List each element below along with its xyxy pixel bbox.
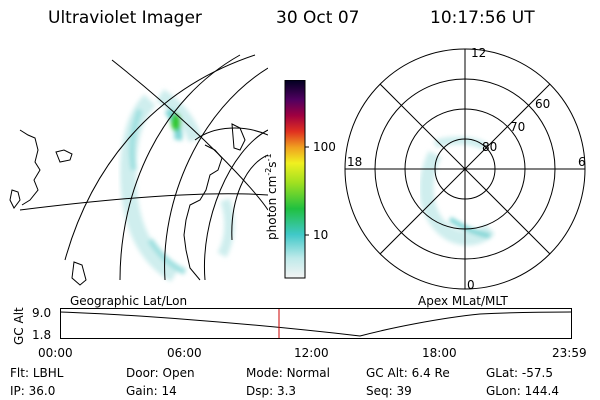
- timeline-ytick-top: 9.0: [32, 306, 52, 320]
- colorbar-tick-10: 10: [313, 228, 329, 242]
- app-title: Ultraviolet Imager: [48, 8, 202, 28]
- time-label: 10:17:56 UT: [430, 8, 535, 28]
- aurora-oval-geographic: [120, 89, 235, 282]
- timeline-xtick-1800: 18:00: [422, 346, 457, 360]
- altitude-timeline: [60, 308, 572, 339]
- status-mode: Mode: Normal: [246, 366, 330, 380]
- timeline-xtick-1200: 12:00: [294, 346, 329, 360]
- status-gc-alt: GC Alt: 6.4 Re: [366, 366, 450, 380]
- status-ip: IP: 36.0: [10, 384, 56, 398]
- mlt-label-12: 12: [471, 46, 487, 60]
- status-filter: Flt: LBHL: [10, 366, 64, 380]
- timeline-xtick-2359: 23:59: [552, 346, 587, 360]
- timeline-xtick-0000: 00:00: [38, 346, 73, 360]
- geographic-map: [9, 54, 268, 286]
- mlt-label-18: 18: [347, 155, 363, 169]
- colorbar-unit-label: photon cm-2s-1: [264, 153, 279, 240]
- timeline-ytick-bottom: 1.8: [32, 328, 52, 342]
- status-gain: Gain: 14: [126, 384, 177, 398]
- apex-caption: Apex MLat/MLT: [418, 294, 508, 308]
- polar-map: [344, 48, 586, 290]
- status-glat: GLat: -57.5: [486, 366, 553, 380]
- mlat-label-80: 80: [482, 140, 498, 154]
- timeline-xtick-0600: 06:00: [167, 346, 202, 360]
- mlt-label-6: 6: [578, 155, 586, 169]
- mlat-label-70: 70: [510, 120, 526, 134]
- status-dsp: Dsp: 3.3: [246, 384, 297, 398]
- colorbar: [284, 80, 309, 279]
- mlat-label-60: 60: [535, 97, 551, 111]
- status-glon: GLon: 144.4: [486, 384, 559, 398]
- status-door: Door: Open: [126, 366, 195, 380]
- status-seq: Seq: 39: [366, 384, 412, 398]
- date-label: 30 Oct 07: [276, 8, 360, 28]
- mlt-label-0: 0: [467, 278, 475, 292]
- aurora-oval-polar: [419, 136, 495, 246]
- colorbar-tick-100: 100: [313, 140, 336, 154]
- geographic-caption: Geographic Lat/Lon: [70, 294, 188, 308]
- timeline-ylabel: GC Alt: [12, 307, 26, 345]
